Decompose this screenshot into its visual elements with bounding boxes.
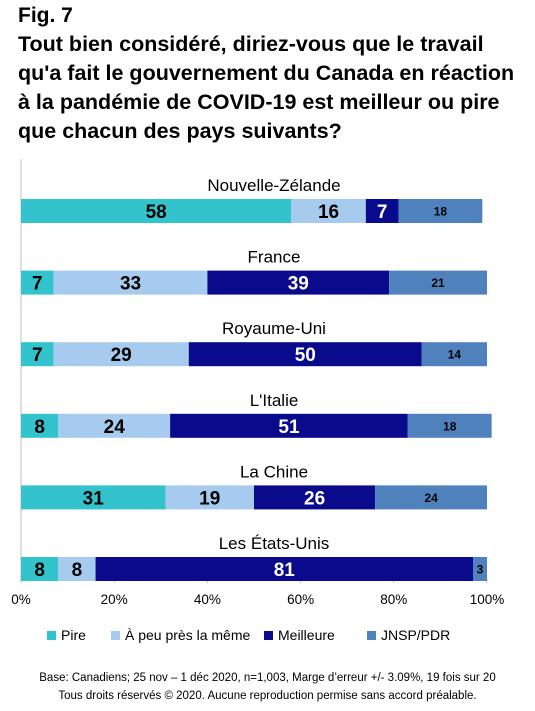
x-tick-label: 100% [470, 592, 505, 607]
bar-segment [365, 199, 399, 223]
bar-segment [53, 342, 189, 367]
category-label: L'Italie [250, 391, 299, 410]
x-tick-label: 40% [194, 592, 221, 607]
data-label: 39 [288, 274, 309, 295]
data-label: 24 [424, 491, 438, 505]
data-label: 16 [318, 202, 339, 223]
legend-swatch [47, 630, 56, 640]
legend-label: Meilleure [278, 627, 335, 643]
data-label: 58 [146, 202, 167, 223]
bar-segment [165, 485, 254, 510]
figure-label: Fig. 7 [18, 4, 73, 27]
legend-item: JNSP/PDR [367, 627, 450, 643]
data-label: 26 [304, 488, 325, 509]
data-label: 7 [32, 345, 43, 366]
bar-segment [58, 413, 171, 438]
legend: Pire À peu près la même Meilleure JNSP/PDR [0, 627, 535, 649]
data-label: 8 [72, 560, 83, 581]
category-label: France [248, 248, 301, 267]
title-line: à la pandémie de COVID-19 est meilleur o… [18, 90, 500, 114]
data-label: 51 [278, 417, 300, 438]
x-tick-label: 80% [380, 592, 407, 607]
title-line: que chacun des pays suivants? [18, 119, 342, 143]
data-label: 8 [34, 560, 45, 581]
data-label: 14 [448, 348, 462, 362]
legend-swatch [111, 630, 120, 640]
title-line: qu'a fait le gouvernement du Canada en r… [18, 61, 515, 85]
legend-label: Pire [61, 627, 86, 643]
legend-label: À peu près la même [125, 627, 251, 643]
stacked-bar-chart: 0% 20% 40% 60% 80% 100% Nouvelle-Zélande 58 16 7 1… [11, 159, 505, 607]
bar-segment [398, 199, 483, 223]
legend-swatch [367, 630, 376, 640]
bar-segment [21, 199, 292, 223]
data-label: 29 [111, 345, 132, 366]
data-label: 31 [83, 488, 105, 509]
chart-title: Tout bien considéré, diriez-vous que le … [18, 30, 523, 146]
legend-item: Meilleure [264, 627, 335, 643]
footer-base-note: Base: Canadiens; 25 nov – 1 déc 2020, n=… [39, 672, 496, 684]
data-label: 8 [34, 417, 45, 438]
bar-segment [170, 413, 408, 438]
legend-label: JNSP/PDR [381, 627, 451, 643]
x-tick-label: 60% [287, 592, 314, 607]
bar-segment [291, 199, 366, 223]
data-label: 19 [199, 488, 220, 509]
x-tick-label: 0% [11, 592, 31, 607]
bar-segment [58, 557, 96, 581]
bar-segment [421, 342, 487, 367]
bar-segment [254, 485, 376, 510]
category-label: Nouvelle-Zélande [207, 176, 340, 195]
data-label: 7 [32, 274, 43, 295]
legend-swatch [264, 630, 273, 640]
data-label: 18 [434, 205, 448, 219]
bar-segment [473, 557, 487, 581]
bar-segment [95, 557, 474, 581]
bar-segment [389, 270, 487, 295]
bar-segment [21, 485, 166, 510]
category-label: Les États-Unis [219, 534, 330, 553]
data-label: 24 [104, 417, 126, 438]
legend-item: Pire [47, 627, 86, 643]
bar-segment [207, 270, 390, 295]
legend-item: À peu près la même [111, 627, 250, 643]
bar-segment [21, 342, 54, 367]
data-label: 33 [120, 274, 141, 295]
title-line: Tout bien considéré, diriez-vous que le … [18, 32, 484, 56]
bar-segment [21, 413, 59, 438]
data-label: 18 [443, 419, 457, 433]
category-label: La Chine [240, 462, 308, 481]
bar-segment [21, 557, 59, 581]
bar-segment [375, 485, 487, 510]
category-label: Royaume-Uni [222, 319, 326, 338]
bar-segment [407, 413, 492, 438]
data-label: 50 [295, 345, 316, 366]
data-label: 3 [477, 563, 484, 577]
bar-segment [188, 342, 422, 367]
bar-segment [21, 270, 54, 295]
data-label: 21 [431, 276, 445, 290]
data-label: 81 [274, 560, 296, 581]
bar-segment [53, 270, 208, 295]
data-label: 7 [377, 202, 388, 223]
footer-copyright: Tous droits réservés © 2020. Aucune repr… [58, 690, 477, 702]
x-tick-label: 20% [101, 592, 128, 607]
